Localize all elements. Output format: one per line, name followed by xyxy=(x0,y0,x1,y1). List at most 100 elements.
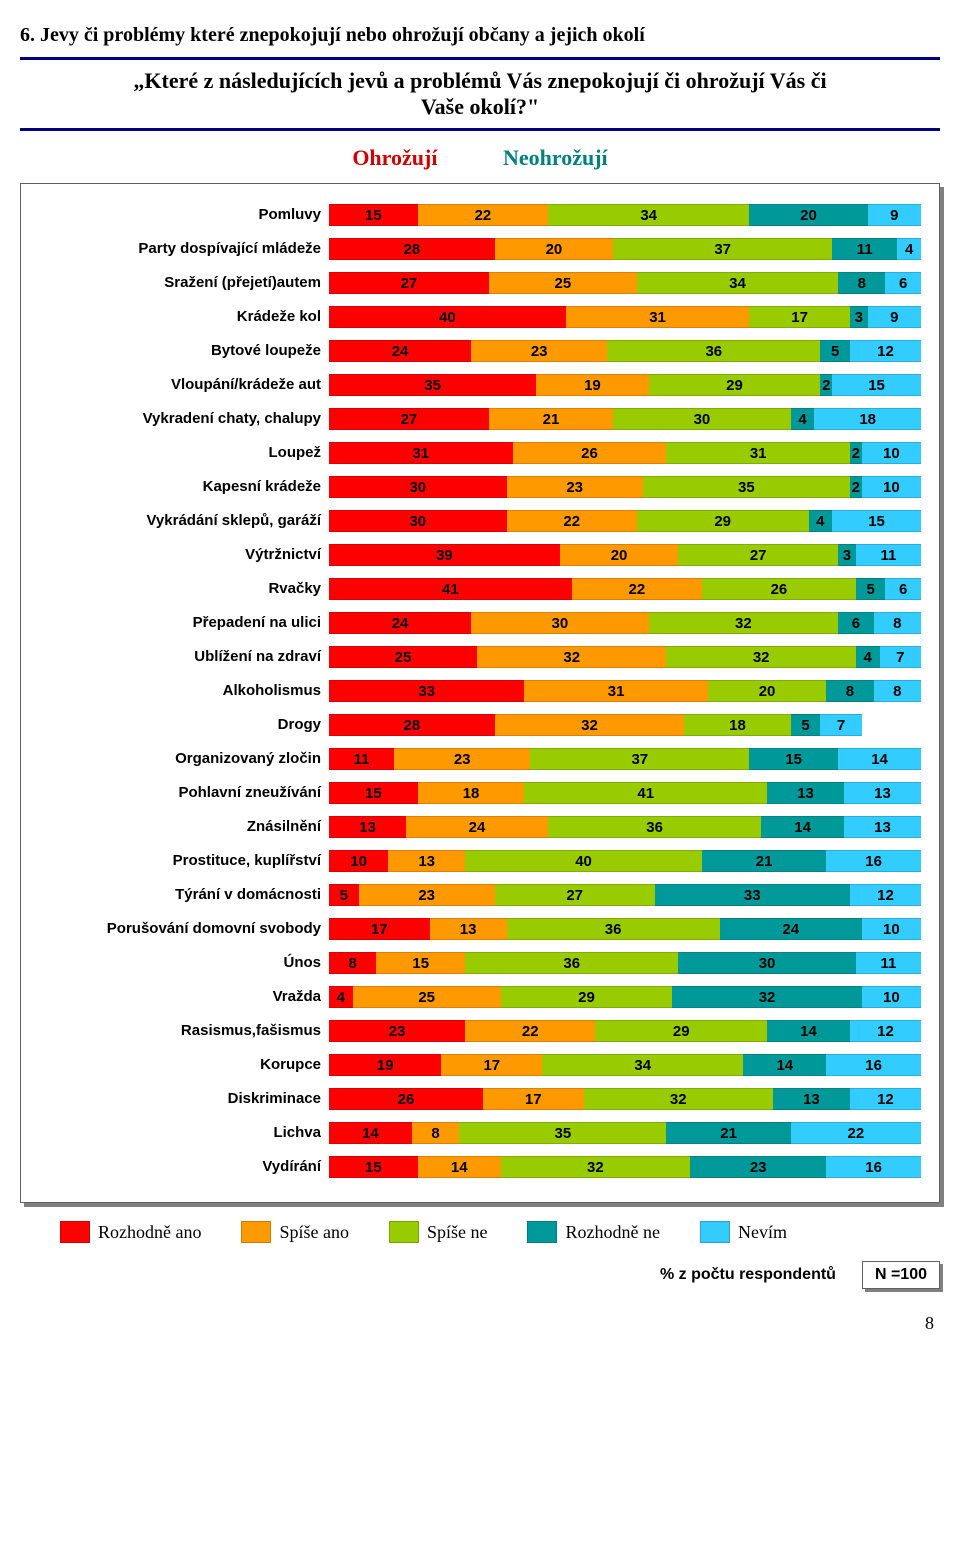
bar-segment: 40 xyxy=(465,850,702,872)
bar-track: 152234209 xyxy=(329,204,921,226)
bar-segment: 15 xyxy=(376,952,465,974)
bar-segment: 41 xyxy=(329,578,572,600)
bar-segment: 4 xyxy=(897,238,921,260)
stacked-bar-chart: Pomluvy152234209Party dospívající mládež… xyxy=(20,183,940,1203)
bar-segment: 36 xyxy=(507,918,720,940)
bar-track: 28321857 xyxy=(329,714,921,736)
legend-swatch xyxy=(700,1221,730,1243)
bar-segment: 37 xyxy=(530,748,749,770)
question-line-2: Vaše okolí?" xyxy=(20,94,940,120)
bar-track: 282037114 xyxy=(329,238,921,260)
pct-label: % z počtu respondentů xyxy=(660,1266,836,1284)
bar-row: Znásilnění1324361413 xyxy=(21,810,921,844)
legend-swatch xyxy=(389,1221,419,1243)
legend-label: Nevím xyxy=(738,1222,787,1243)
question-box: „Které z následujících jevů a problémů V… xyxy=(20,57,940,131)
bar-segment: 13 xyxy=(388,850,465,872)
bar-segment: 35 xyxy=(643,476,850,498)
bar-segment: 4 xyxy=(329,986,353,1008)
bar-segment: 20 xyxy=(749,204,867,226)
bar-segment: 13 xyxy=(773,1088,850,1110)
legend-label: Spíše ne xyxy=(427,1222,488,1243)
bar-segment: 11 xyxy=(856,952,921,974)
bar-segment: 10 xyxy=(862,476,921,498)
header-threat: Ohrožují xyxy=(352,145,437,170)
page-number: 8 xyxy=(20,1313,940,1334)
bar-row: Korupce1917341416 xyxy=(21,1048,921,1082)
bar-segment: 4 xyxy=(791,408,815,430)
legend-swatch xyxy=(60,1221,90,1243)
bar-segment: 33 xyxy=(329,680,524,702)
bar-segment: 14 xyxy=(838,748,921,770)
bar-track: 425293210 xyxy=(329,986,921,1008)
legend-label: Rozhodně ano xyxy=(98,1222,201,1243)
bar-label: Výtržnictví xyxy=(21,547,329,564)
bar-segment: 32 xyxy=(477,646,666,668)
bar-track: 41222656 xyxy=(329,578,921,600)
bar-track: 33312088 xyxy=(329,680,921,702)
bar-segment: 29 xyxy=(595,1020,767,1042)
bar-segment: 2 xyxy=(850,442,862,464)
bar-track: 2322291412 xyxy=(329,1020,921,1042)
bar-segment: 16 xyxy=(826,1156,921,1178)
bar-segment: 34 xyxy=(542,1054,743,1076)
bar-track: 1123371514 xyxy=(329,748,921,770)
bar-segment: 13 xyxy=(844,782,921,804)
bar-row: Prostituce, kuplířství1013402116 xyxy=(21,844,921,878)
bar-segment: 7 xyxy=(820,714,861,736)
bar-segment: 39 xyxy=(329,544,560,566)
legend: Rozhodně ano Spíše ano Spíše ne Rozhodně ne… xyxy=(60,1221,940,1243)
bar-segment: 30 xyxy=(471,612,649,634)
bar-segment: 6 xyxy=(885,578,921,600)
bar-segment: 6 xyxy=(885,272,921,294)
bar-row: Organizovaný zločin1123371514 xyxy=(21,742,921,776)
bar-track: 25323247 xyxy=(329,646,921,668)
bar-segment: 29 xyxy=(501,986,673,1008)
bar-label: Krádeže kol xyxy=(21,309,329,326)
bar-row: Kapesní krádeže302335210 xyxy=(21,470,921,504)
bar-segment: 10 xyxy=(862,442,921,464)
header-nothreat: Neohrožují xyxy=(503,145,608,170)
bar-segment: 19 xyxy=(329,1054,441,1076)
legend-item: Spíše ano xyxy=(241,1221,349,1243)
bar-track: 2617321312 xyxy=(329,1088,921,1110)
bar-segment: 18 xyxy=(814,408,921,430)
bar-segment: 6 xyxy=(838,612,874,634)
bar-segment: 31 xyxy=(566,306,750,328)
bar-segment: 15 xyxy=(329,204,418,226)
bar-segment: 23 xyxy=(359,884,495,906)
bar-segment: 8 xyxy=(329,952,376,974)
legend-item: Rozhodně ne xyxy=(527,1221,659,1243)
bar-segment: 27 xyxy=(329,272,489,294)
bar-row: Přepadení na ulici24303268 xyxy=(21,606,921,640)
bar-label: Alkoholismus xyxy=(21,683,329,700)
bar-segment: 23 xyxy=(471,340,607,362)
bar-segment: 2 xyxy=(820,374,832,396)
bar-segment: 18 xyxy=(684,714,791,736)
bar-label: Přepadení na ulici xyxy=(21,615,329,632)
bar-segment: 20 xyxy=(495,238,613,260)
bar-row: Únos815363011 xyxy=(21,946,921,980)
bar-segment: 17 xyxy=(749,306,850,328)
bar-segment: 21 xyxy=(702,850,826,872)
bar-segment: 15 xyxy=(329,1156,418,1178)
bar-segment: 12 xyxy=(850,1020,921,1042)
bar-segment: 29 xyxy=(637,510,809,532)
bar-track: 302335210 xyxy=(329,476,921,498)
bar-label: Kapesní krádeže xyxy=(21,479,329,496)
bar-segment: 8 xyxy=(826,680,873,702)
bar-track: 1917341416 xyxy=(329,1054,921,1076)
legend-label: Spíše ano xyxy=(279,1222,349,1243)
bar-label: Vydírání xyxy=(21,1159,329,1176)
bar-segment: 27 xyxy=(329,408,489,430)
bar-label: Pohlavní zneužívání xyxy=(21,785,329,802)
bar-segment: 10 xyxy=(329,850,388,872)
bar-segment: 18 xyxy=(418,782,525,804)
bar-label: Vykradení chaty, chalupy xyxy=(21,411,329,428)
bar-label: Drogy xyxy=(21,717,329,734)
bar-segment: 16 xyxy=(826,1054,921,1076)
bar-segment: 22 xyxy=(465,1020,595,1042)
bar-segment: 26 xyxy=(702,578,856,600)
bar-track: 351929215 xyxy=(329,374,921,396)
bar-segment: 9 xyxy=(868,204,921,226)
